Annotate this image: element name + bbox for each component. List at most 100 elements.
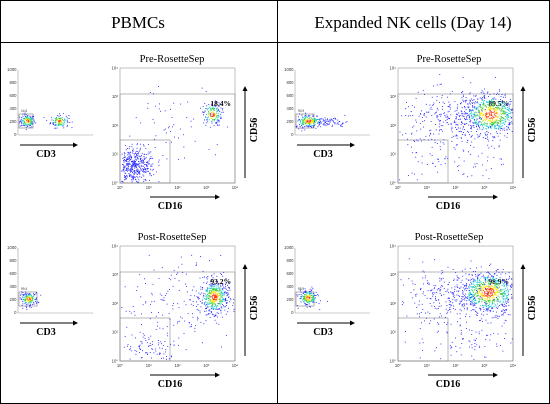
nk-post-cd16-cd56-plot-xtick: 10² — [452, 363, 459, 368]
pbmc-post-cd16-cd56-plot-gate-percent: 93.2% — [210, 277, 231, 286]
pbmc-pre-cd16-cd56-plot-neg-gate — [119, 139, 171, 184]
nk-post-cd16-cd56-plot-nk-gate — [397, 271, 514, 362]
pbmc-post-cd3-plot: 0 200 400 600 800 1000 99.4 CD3 — [7, 245, 93, 338]
pbmc-pre-cd3-plot-ytick: 400 — [10, 106, 18, 111]
pbmc-post-cd16-cd56-plot-neg-gate — [119, 317, 171, 362]
pbmc-post-cd3-plot-x-arrow-head — [73, 320, 78, 326]
pbmc-post-cd16-cd56-plot-xtick: 10¹ — [146, 363, 153, 368]
nk-pre-cd3-plot-dots — [295, 112, 348, 132]
nk-post-cd16-cd56-plot-ytick: 10¹ — [390, 330, 397, 335]
nk-post-cd16-cd56-plot-x-label: CD16 — [436, 379, 460, 390]
nk-pre-cd16-cd56-plot-neg-gate — [397, 139, 449, 184]
subtitle-nk-pre: Pre-RosetteSep — [417, 54, 482, 65]
pbmc-pre-cd16-cd56-plot-xtick: 10³ — [203, 185, 210, 190]
nk-pre-cd16-cd56-plot-ytick: 10³ — [390, 94, 397, 99]
pbmc-post-cd3-plot-gate — [18, 291, 38, 307]
pbmc-post-cd16-cd56-plot-y-label: CD56 — [249, 296, 260, 320]
pbmc-post-cd16-cd56-plot-xtick: 10⁴ — [232, 363, 239, 368]
nk-pre-cd3-plot-ytick: 600 — [287, 93, 295, 98]
pbmc-pre-cd16-cd56-plot-x-arrow-head — [215, 194, 220, 200]
nk-pre-cd3-plot-ytick: 200 — [287, 119, 295, 124]
nk-pre-cd3-plot-ytick: 800 — [287, 80, 295, 85]
pbmc-post-cd16-cd56-plot-xtick: 10² — [174, 363, 181, 368]
nk-post-cd3-plot-ytick: 600 — [287, 271, 295, 276]
pbmc-pre-cd3-plot-x-arrow-head — [73, 142, 78, 148]
pbmc-post-cd16-cd56-plot-x-arrow-head — [215, 372, 220, 378]
nk-post-cd3-plot-ytick: 400 — [287, 284, 295, 289]
flow-panels: 0 200 400 600 800 1000 14.6 CD3 10⁰ 10¹ 10² 10³ 10⁴ 1… — [7, 65, 538, 390]
nk-pre-cd3-plot-gate-label: 90.9 — [298, 109, 304, 113]
pbmc-pre-cd3-plot: 0 200 400 600 800 1000 14.6 CD3 — [7, 67, 93, 160]
nk-pre-cd16-cd56-plot-y-arrow-head — [520, 86, 526, 91]
pbmc-pre-cd16-cd56-plot-y-arrow-head — [242, 86, 248, 91]
pbmc-pre-cd16-cd56-plot-y-label: CD56 — [249, 118, 260, 142]
pbmc-pre-cd16-cd56-plot-xtick: 10⁴ — [232, 185, 239, 190]
pbmc-post-cd16-cd56-plot-nk-gate — [119, 271, 236, 362]
pbmc-post-cd16-cd56-plot-ytick: 10² — [112, 301, 119, 306]
pbmc-post-cd3-plot-dots — [19, 291, 42, 310]
pbmc-pre-cd3-plot-ytick: 800 — [10, 80, 18, 85]
nk-post-cd3-plot-ytick: 800 — [287, 258, 295, 263]
nk-pre-cd16-cd56-plot-ytick: 10⁰ — [390, 180, 397, 185]
nk-pre-cd16-cd56-plot-y-label: CD56 — [527, 118, 538, 142]
pbmc-post-cd3-plot-ytick: 400 — [10, 284, 18, 289]
nk-post-cd16-cd56-plot-xtick: 10⁴ — [510, 363, 517, 368]
nk-pre-cd16-cd56-plot-dots — [399, 74, 513, 181]
nk-pre-cd16-cd56-plot-x-arrow-head — [493, 194, 498, 200]
nk-post-cd16-cd56-plot-xtick: 10³ — [481, 363, 488, 368]
nk-pre-cd16-cd56-plot-xtick: 10¹ — [424, 185, 431, 190]
nk-pre-cd16-cd56-plot-xtick: 10³ — [481, 185, 488, 190]
pbmc-pre-cd3-plot-x-label: CD3 — [36, 149, 55, 160]
pbmc-post-cd3-plot-ytick: 0 — [14, 310, 17, 315]
pbmc-post-cd16-cd56-plot-dots — [121, 254, 235, 360]
pbmc-pre-cd16-cd56-plot-nk-gate — [119, 93, 236, 184]
nk-post-cd3-plot-ytick: 0 — [291, 310, 294, 315]
pbmc-post-cd3-plot-ytick: 200 — [10, 297, 18, 302]
nk-pre-cd3-plot-ytick: 400 — [287, 106, 295, 111]
pbmc-pre-cd3-plot-ytick: 1000 — [7, 67, 17, 72]
pbmc-pre-cd16-cd56-plot-xtick: 10² — [174, 185, 181, 190]
pbmc-pre-cd16-cd56-plot-ytick: 10³ — [112, 94, 119, 99]
nk-post-cd16-cd56-plot-gate-percent: 98.9% — [488, 277, 509, 286]
nk-post-cd3-plot-ytick: 1000 — [284, 245, 294, 250]
nk-pre-cd3-plot: 0 200 400 600 800 1000 90.9 CD3 — [284, 67, 370, 160]
pbmc-pre-cd16-cd56-plot-xtick: 10⁰ — [117, 185, 124, 190]
pbmc-pre-cd16-cd56-plot-dots — [121, 85, 229, 183]
nk-post-cd16-cd56-plot-neg-gate — [397, 317, 449, 362]
nk-post-cd16-cd56-plot-ytick: 10⁴ — [390, 243, 397, 248]
pbmc-pre-cd16-cd56-plot-ytick: 10⁴ — [112, 65, 119, 70]
pbmc-post-cd16-cd56-plot-ytick: 10¹ — [112, 330, 119, 335]
nk-post-cd3-plot-x-arrow-head — [350, 320, 355, 326]
pbmc-post-cd16-cd56-plot-ytick: 10³ — [112, 272, 119, 277]
nk-post-cd3-plot: 0 200 400 600 800 1000 98.9 CD3 — [284, 245, 370, 338]
nk-pre-cd16-cd56-plot-x-label: CD16 — [436, 201, 460, 212]
pbmc-pre-cd16-cd56-plot-xtick: 10¹ — [146, 185, 153, 190]
nk-pre-cd3-plot-ytick: 1000 — [284, 67, 294, 72]
pbmc-pre-cd3-plot-gate-label: 14.6 — [21, 109, 27, 113]
nk-pre-cd16-cd56-plot-nk-gate — [397, 93, 514, 184]
pbmc-pre-cd16-cd56-plot-x-label: CD16 — [158, 201, 182, 212]
nk-pre-cd16-cd56-plot: 10⁰ 10¹ 10² 10³ 10⁴ 10⁰ 10¹ 10² 10³ 10⁴ 89.5% CD56 C… — [390, 65, 538, 212]
pbmc-post-cd3-plot-ytick: 1000 — [7, 245, 17, 250]
nk-post-cd16-cd56-plot-y-label: CD56 — [527, 296, 538, 320]
column-title-expanded: Expanded NK cells (Day 14) — [314, 13, 511, 32]
pbmc-post-cd16-cd56-plot-xtick: 10⁰ — [117, 363, 124, 368]
pbmc-pre-cd3-plot-ytick: 200 — [10, 119, 18, 124]
pbmc-pre-cd16-cd56-plot-ytick: 10¹ — [112, 152, 119, 157]
pbmc-post-cd16-cd56-plot-ytick: 10⁴ — [112, 243, 119, 248]
nk-pre-cd16-cd56-plot-gate-percent: 89.5% — [488, 99, 509, 108]
pbmc-post-cd3-plot-x-label: CD3 — [36, 327, 55, 338]
nk-pre-cd16-cd56-plot-xtick: 10⁴ — [510, 185, 517, 190]
subtitle-nk-post: Post-RosetteSep — [415, 232, 484, 243]
nk-post-cd16-cd56-plot-x-arrow-head — [493, 372, 498, 378]
nk-post-cd16-cd56-plot-ytick: 10³ — [390, 272, 397, 277]
pbmc-pre-cd3-plot-dots — [19, 112, 73, 131]
nk-post-cd16-cd56-plot-ytick: 10⁰ — [390, 358, 397, 363]
nk-post-cd16-cd56-plot-dots — [400, 258, 513, 361]
nk-pre-cd16-cd56-plot-xtick: 10⁰ — [395, 185, 402, 190]
nk-pre-cd16-cd56-plot-xtick: 10² — [452, 185, 459, 190]
pbmc-post-cd16-cd56-plot-xtick: 10³ — [203, 363, 210, 368]
pbmc-pre-cd3-plot-ytick: 0 — [14, 132, 17, 137]
nk-pre-cd3-plot-x-label: CD3 — [313, 149, 332, 160]
